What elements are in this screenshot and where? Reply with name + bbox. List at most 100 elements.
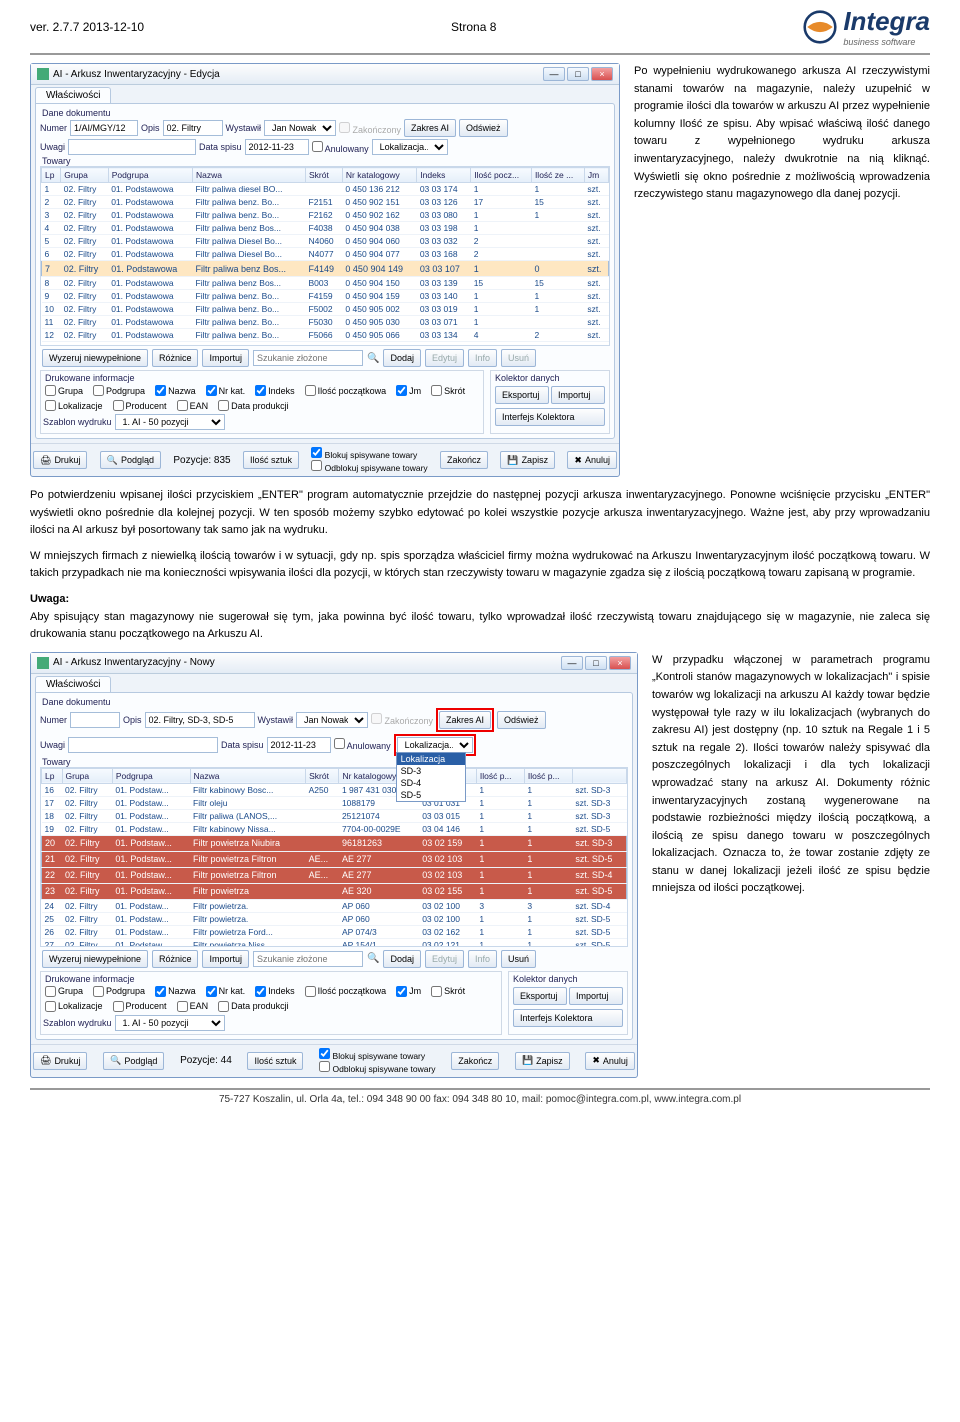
table-row[interactable]: 1802. Filtry01. Podstaw...Filtr paliwa (… bbox=[42, 809, 627, 822]
table-row[interactable]: 1102. Filtry01. PodstawowaFiltr paliwa b… bbox=[42, 316, 609, 329]
odswiez-button[interactable]: Odśwież bbox=[459, 119, 508, 137]
table-row[interactable]: 2002. Filtry01. Podstaw...Filtr powietrz… bbox=[42, 835, 627, 851]
chk-podgrupa[interactable] bbox=[93, 385, 104, 396]
para1: Po wypełnieniu wydrukowanego arkusza AI … bbox=[634, 63, 930, 204]
importuj-button-2[interactable]: Importuj bbox=[202, 950, 249, 968]
anulowany-checkbox[interactable] bbox=[312, 141, 323, 152]
table-row[interactable]: 1002. Filtry01. PodstawowaFiltr paliwa b… bbox=[42, 303, 609, 316]
tab-properties-2[interactable]: Właściwości bbox=[35, 676, 111, 692]
search-icon[interactable]: 🔍 bbox=[367, 353, 379, 364]
numer-input[interactable] bbox=[70, 120, 138, 136]
table-row[interactable]: 1702. Filtry01. Podstaw...Filtr oleju108… bbox=[42, 796, 627, 809]
lokalizacja-select[interactable]: Lokalizacja... bbox=[372, 139, 448, 155]
opis-input[interactable] bbox=[163, 120, 223, 136]
chk-indeks[interactable] bbox=[255, 385, 266, 396]
window-titlebar-2[interactable]: AI - Arkusz Inwentaryzacyjny - Nowy — □ … bbox=[31, 653, 637, 674]
table-row[interactable]: 802. Filtry01. PodstawowaFiltr paliwa be… bbox=[42, 277, 609, 290]
maximize-button[interactable]: □ bbox=[585, 656, 607, 670]
table-row[interactable]: 1602. Filtry01. Podstaw...Filtr kabinowy… bbox=[42, 783, 627, 796]
wystaw-select-2[interactable]: Jan Nowak bbox=[296, 712, 368, 728]
uwagi-input-2[interactable] bbox=[68, 737, 218, 753]
table-row[interactable]: 2402. Filtry01. Podstaw...Filtr powietrz… bbox=[42, 899, 627, 912]
tab-properties[interactable]: Właściwości bbox=[35, 87, 111, 103]
table-row[interactable]: 2502. Filtry01. Podstaw...Filtr powietrz… bbox=[42, 912, 627, 925]
page-footer: 75-727 Koszalin, ul. Orla 4a, tel.: 094 … bbox=[30, 1088, 930, 1109]
zakoncz-button[interactable]: Zakończ bbox=[440, 451, 488, 469]
table-row[interactable]: 402. Filtry01. PodstawowaFiltr paliwa be… bbox=[42, 222, 609, 235]
chk-dataprod[interactable] bbox=[218, 400, 229, 411]
table-row[interactable]: 2702. Filtry01. Podstaw...Filtr powietrz… bbox=[42, 938, 627, 947]
wystaw-select[interactable]: Jan Nowak bbox=[264, 120, 336, 136]
table-row[interactable]: 602. Filtry01. PodstawowaFiltr paliwa Di… bbox=[42, 248, 609, 261]
dodaj-button-2[interactable]: Dodaj bbox=[383, 950, 421, 968]
chk-jm[interactable] bbox=[396, 385, 407, 396]
chk-lok[interactable] bbox=[45, 400, 56, 411]
dodaj-button[interactable]: Dodaj bbox=[383, 349, 421, 367]
table-row[interactable]: 502. Filtry01. PodstawowaFiltr paliwa Di… bbox=[42, 235, 609, 248]
dataspisu-input-2[interactable] bbox=[267, 737, 331, 753]
pozycje-label: Pozycje: 835 bbox=[173, 455, 230, 466]
chk-iloscp[interactable] bbox=[305, 385, 316, 396]
inventory-table-2[interactable]: LpGrupaPodgrupaNazwaSkrótNr katalogowyIn… bbox=[41, 768, 627, 947]
table-row[interactable]: 102. Filtry01. PodstawowaFiltr paliwa di… bbox=[42, 183, 609, 196]
iloscsztuk-button[interactable]: Ilość sztuk bbox=[243, 451, 299, 469]
wyzeruj-button-2[interactable]: Wyzeruj niewypełnione bbox=[42, 950, 148, 968]
lokalizacja-select-2[interactable]: Lokalizacja... bbox=[397, 737, 473, 753]
podglad-button[interactable]: 🔍 Podgląd bbox=[100, 451, 161, 469]
brand-name: Integra bbox=[843, 6, 930, 37]
roznice-button[interactable]: Różnice bbox=[152, 349, 199, 367]
close-button[interactable]: × bbox=[591, 67, 613, 81]
table-row[interactable]: 2302. Filtry01. Podstaw...Filtr powietrz… bbox=[42, 883, 627, 899]
table-row[interactable]: 702. Filtry01. PodstawowaFiltr paliwa be… bbox=[42, 261, 609, 277]
roznice-button-2[interactable]: Różnice bbox=[152, 950, 199, 968]
page-number: Strona 8 bbox=[451, 20, 496, 34]
chk-blokuj[interactable] bbox=[311, 447, 322, 458]
usun-button: Usuń bbox=[501, 349, 536, 367]
drukuj-button[interactable]: 🖨 Drukuj bbox=[33, 451, 87, 469]
table-row[interactable]: 2602. Filtry01. Podstaw...Filtr powietrz… bbox=[42, 925, 627, 938]
search-input[interactable] bbox=[253, 350, 363, 366]
zakres-button-2[interactable]: Zakres AI bbox=[439, 711, 491, 729]
chk-nrkat[interactable] bbox=[206, 385, 217, 396]
szablon-select[interactable]: 1. AI - 50 pozycji bbox=[115, 414, 225, 430]
minimize-button[interactable]: — bbox=[561, 656, 583, 670]
table-row[interactable]: 2102. Filtry01. Podstaw...Filtr powietrz… bbox=[42, 851, 627, 867]
minimize-button[interactable]: — bbox=[543, 67, 565, 81]
table-row[interactable]: 202. Filtry01. PodstawowaFiltr paliwa be… bbox=[42, 196, 609, 209]
table-row[interactable]: 302. Filtry01. PodstawowaFiltr paliwa be… bbox=[42, 209, 609, 222]
table-row[interactable]: 2202. Filtry01. Podstaw...Filtr powietrz… bbox=[42, 867, 627, 883]
chk-ean[interactable] bbox=[177, 400, 188, 411]
eksportuj-button[interactable]: Eksportuj bbox=[495, 386, 549, 404]
table-row[interactable]: 1202. Filtry01. PodstawowaFiltr paliwa b… bbox=[42, 329, 609, 342]
chk-nazwa[interactable] bbox=[155, 385, 166, 396]
search-icon[interactable]: 🔍 bbox=[367, 953, 379, 964]
lokalizacja-dropdown-list[interactable]: LokalizacjaSD-3SD-4SD-5 bbox=[396, 752, 466, 802]
brand-sub: business software bbox=[843, 37, 930, 47]
anuluj-button[interactable]: ✖ Anuluj bbox=[567, 451, 617, 469]
close-button[interactable]: × bbox=[609, 656, 631, 670]
importuj-button[interactable]: Importuj bbox=[202, 349, 249, 367]
table-row[interactable]: 902. Filtry01. PodstawowaFiltr paliwa be… bbox=[42, 290, 609, 303]
inventory-table-1[interactable]: LpGrupaPodgrupaNazwaSkrótNr katalogowyIn… bbox=[41, 167, 609, 346]
chk-grupa[interactable] bbox=[45, 385, 56, 396]
window-titlebar[interactable]: AI - Arkusz Inwentaryzacyjny - Edycja — … bbox=[31, 64, 619, 85]
zakonczony-checkbox bbox=[339, 122, 350, 133]
chk-prod[interactable] bbox=[113, 400, 124, 411]
chk-odblokuj[interactable] bbox=[311, 460, 322, 471]
wyzeruj-button[interactable]: Wyzeruj niewypełnione bbox=[42, 349, 148, 367]
pozycje-label-2: Pozycje: 44 bbox=[180, 1055, 232, 1066]
numer-input-2[interactable] bbox=[70, 712, 120, 728]
odswiez-button-2[interactable]: Odśwież bbox=[497, 711, 546, 729]
uwagi-input[interactable] bbox=[68, 139, 196, 155]
opis-input-2[interactable] bbox=[145, 712, 255, 728]
search-input-2[interactable] bbox=[253, 951, 363, 967]
chk-skrot[interactable] bbox=[431, 385, 442, 396]
table-row[interactable]: 1902. Filtry01. Podstaw...Filtr kabinowy… bbox=[42, 822, 627, 835]
interfejs-button[interactable]: Interfejs Kolektora bbox=[495, 408, 605, 426]
importuj2-button[interactable]: Importuj bbox=[551, 386, 605, 404]
usun-button-2[interactable]: Usuń bbox=[501, 950, 536, 968]
dataspisu-input[interactable] bbox=[245, 139, 309, 155]
zakres-button[interactable]: Zakres AI bbox=[404, 119, 456, 137]
maximize-button[interactable]: □ bbox=[567, 67, 589, 81]
zapisz-button[interactable]: 💾 Zapisz bbox=[500, 451, 555, 469]
